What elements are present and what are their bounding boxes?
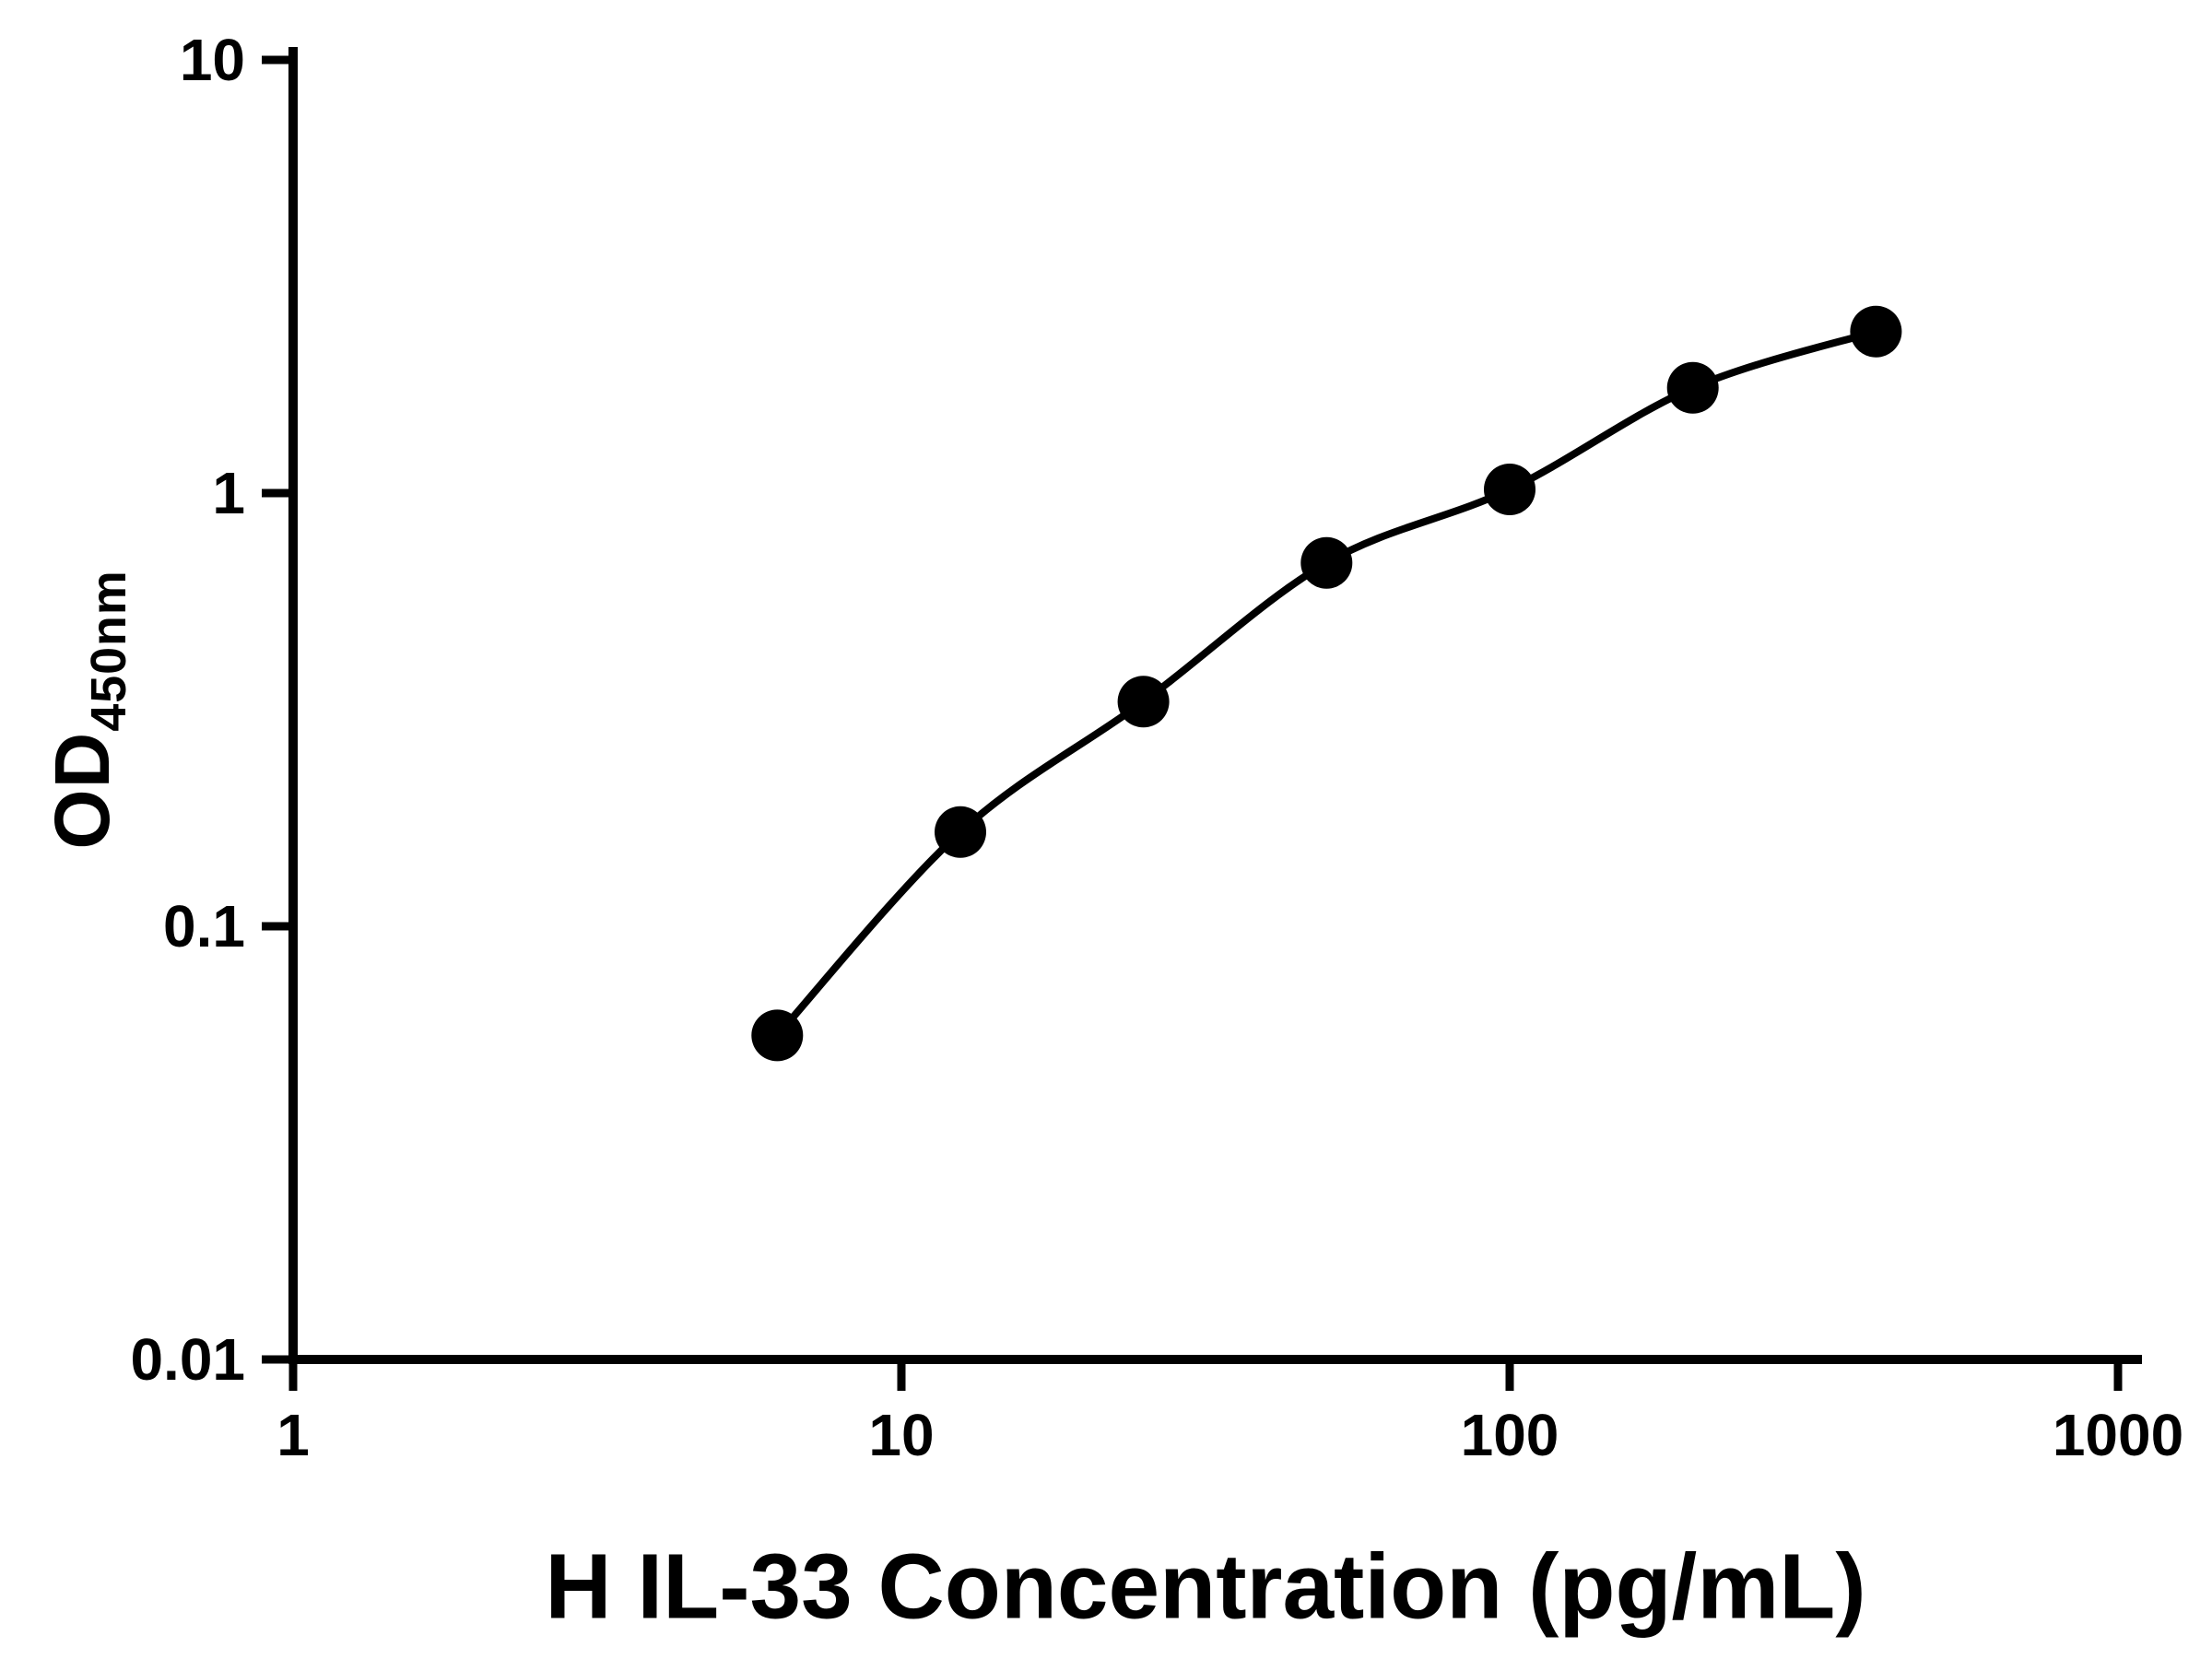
- y-axis-label: OD450nm: [38, 570, 137, 849]
- x-tick-label: 1000: [2053, 1402, 2183, 1468]
- x-axis-label: H IL-33 Concentration (pg/mL): [545, 1535, 1866, 1639]
- data-point-marker: [1117, 676, 1170, 728]
- x-tick-label: 100: [1461, 1402, 1559, 1468]
- x-tick-label: 1: [276, 1402, 310, 1468]
- y-tick-label: 1: [212, 460, 245, 526]
- y-tick-label: 0.1: [163, 893, 245, 959]
- y-axis-label-main: OD: [39, 731, 126, 850]
- data-point-marker: [1484, 464, 1535, 515]
- y-axis-label-subscript: 450nm: [80, 570, 136, 732]
- y-tick-label: 0.01: [130, 1326, 245, 1393]
- data-point-marker: [751, 1009, 804, 1062]
- data-point-marker: [935, 806, 986, 858]
- fit-curve: [774, 327, 1877, 1039]
- data-point-marker: [1666, 361, 1719, 414]
- y-tick-label: 10: [180, 27, 245, 93]
- axes-lines: [288, 47, 2142, 1364]
- x-tick-label: 10: [868, 1402, 934, 1468]
- data-point-marker: [1300, 536, 1353, 589]
- data-point-marker: [1850, 305, 1902, 358]
